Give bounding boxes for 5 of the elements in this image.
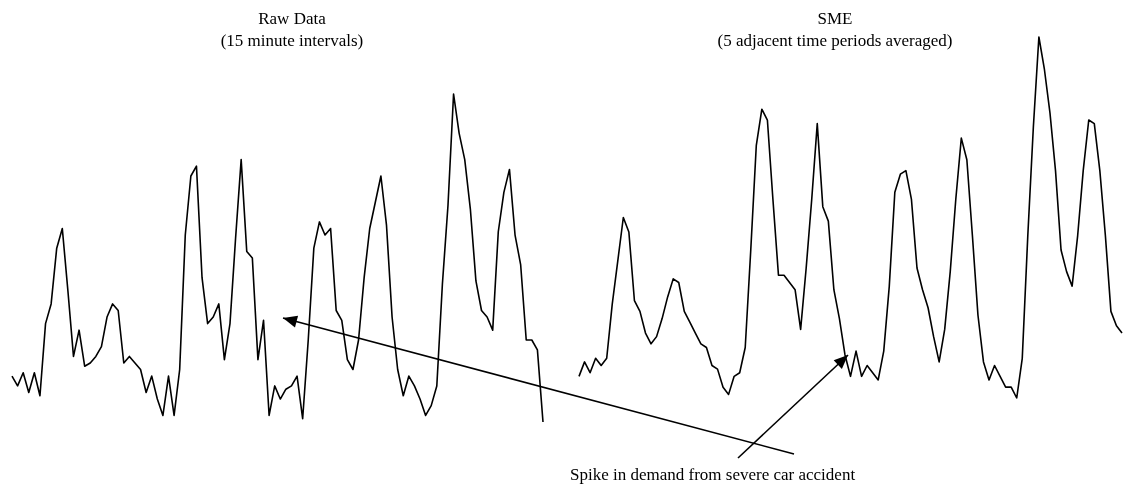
- chart-subtitle: (15 minute intervals): [220, 31, 364, 50]
- chart-subtitle: (5 adjacent time periods averaged): [717, 31, 953, 50]
- chart-title: SME: [817, 9, 853, 28]
- text: Spike in demand from severe car accident: [570, 465, 856, 485]
- chart-title: Raw Data: [258, 9, 326, 28]
